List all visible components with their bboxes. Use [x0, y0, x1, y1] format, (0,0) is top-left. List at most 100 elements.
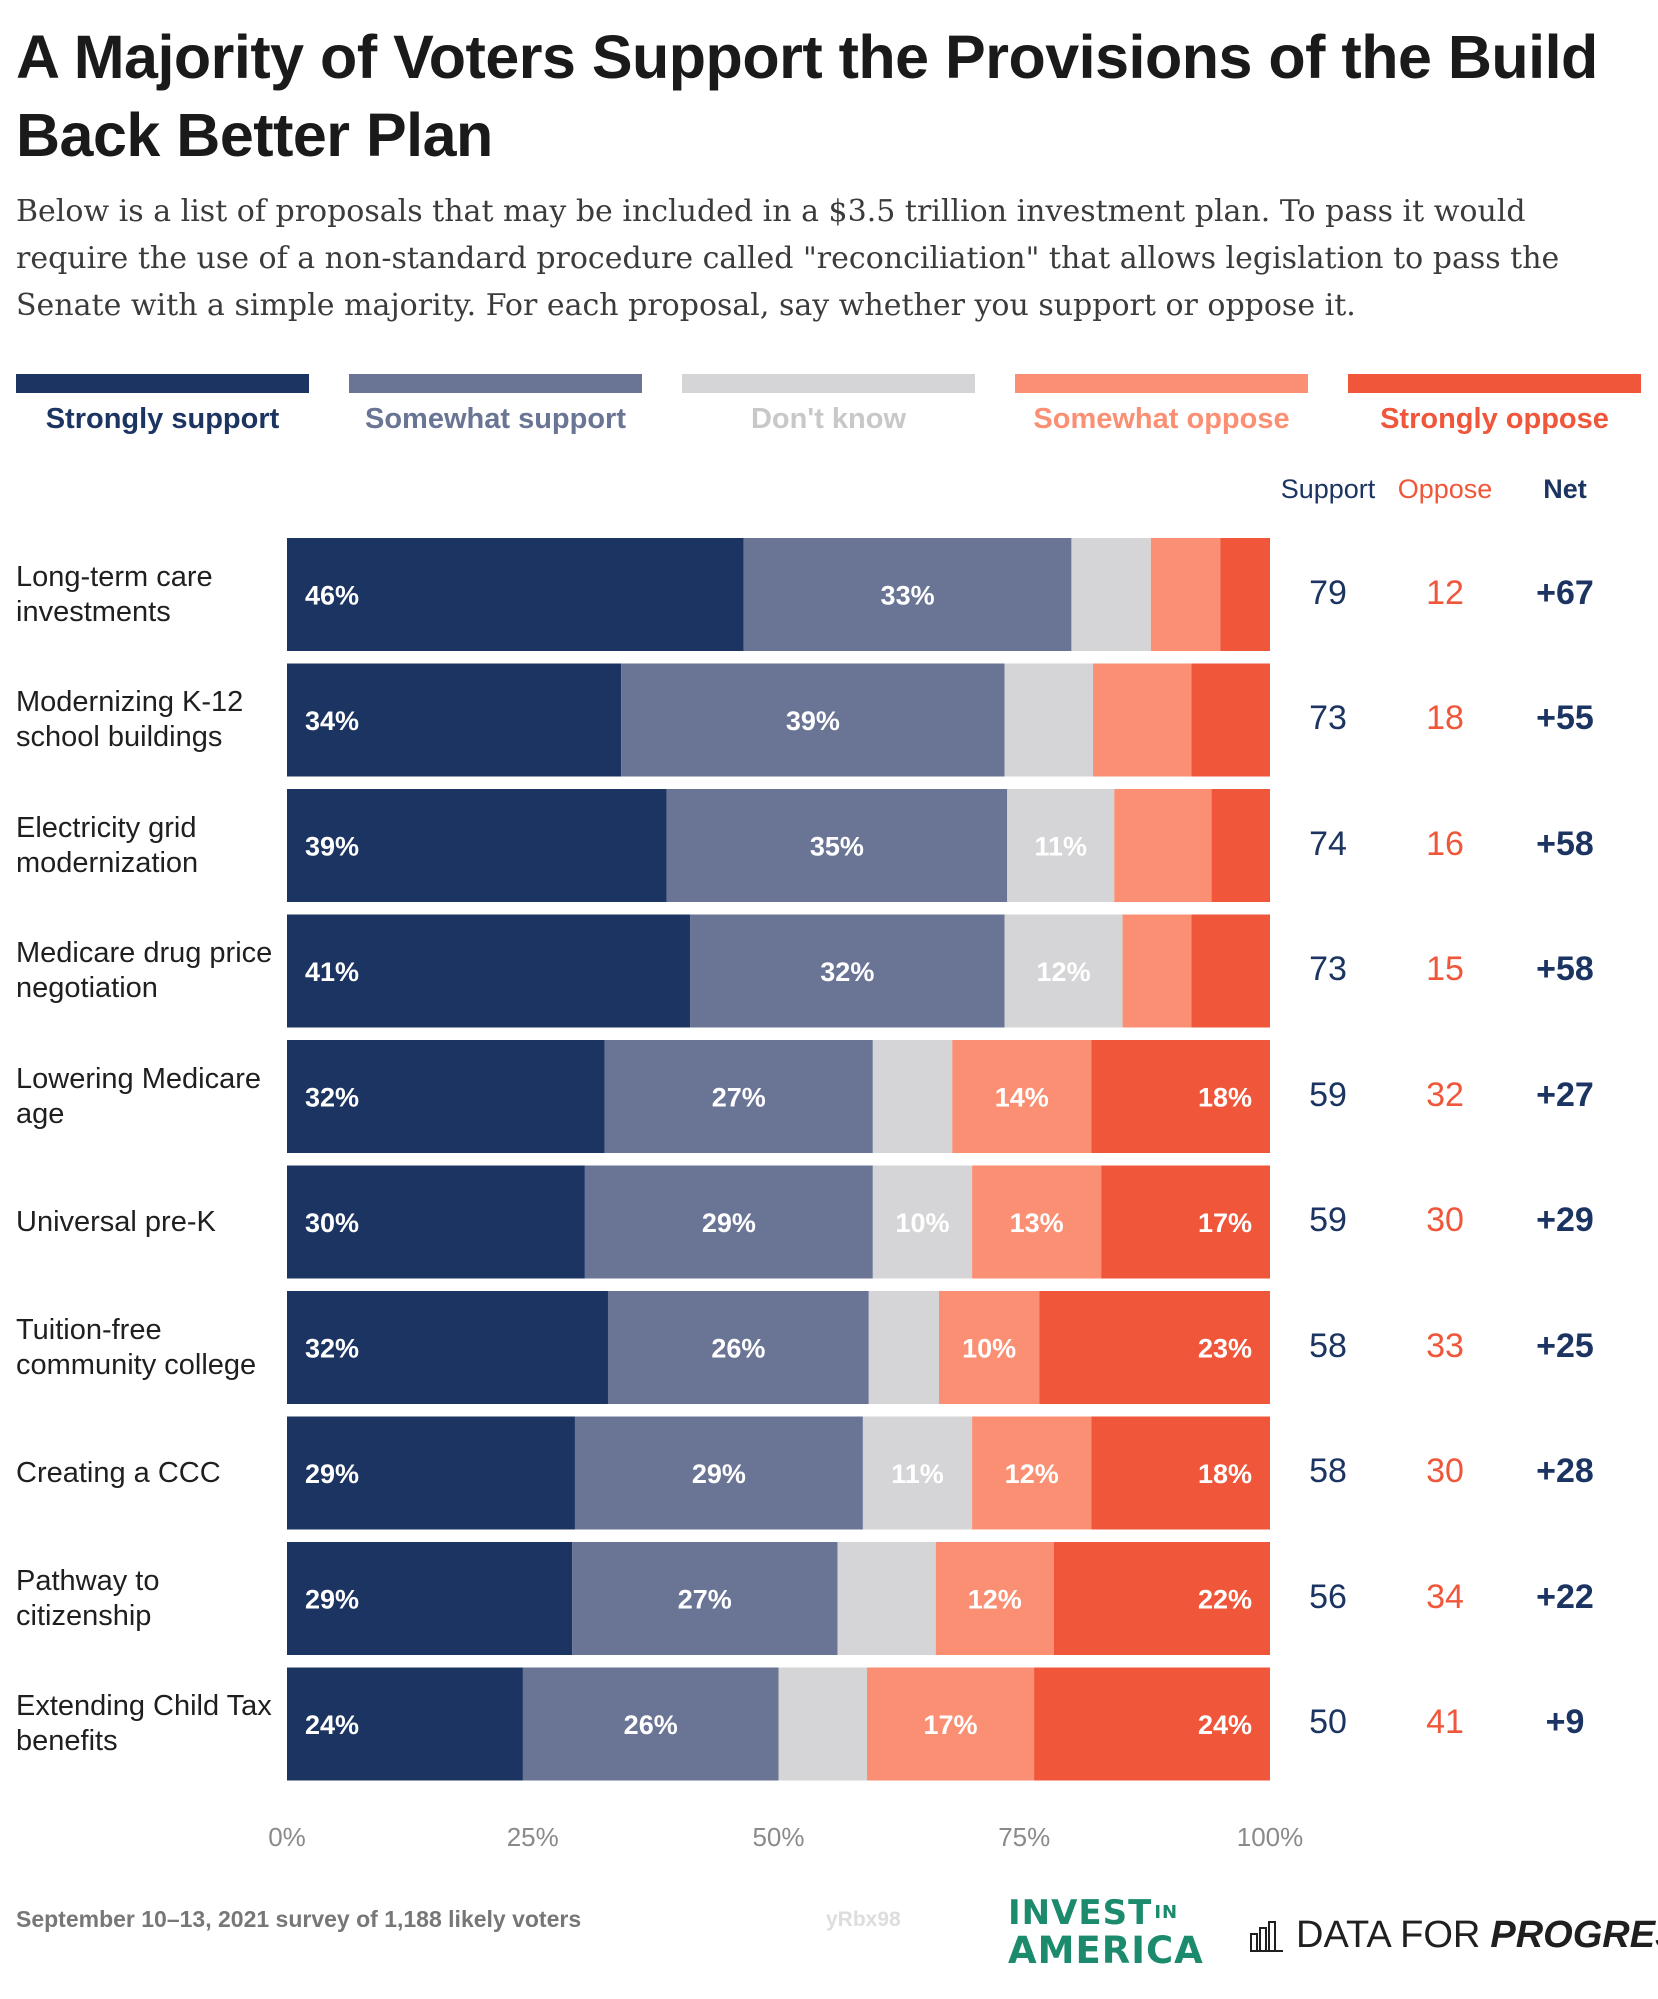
legend-label: Don't know: [750, 403, 907, 435]
row-label: Lowering Medicare age: [16, 1062, 262, 1130]
data-label: 32%: [305, 1334, 359, 1364]
bar-segment: [522, 1667, 779, 1781]
bar-segment: [1053, 1542, 1270, 1655]
data-label: 17%: [1198, 1208, 1252, 1238]
legend-swatch: [349, 374, 642, 393]
bar-segment: [938, 1291, 1040, 1404]
data-label: 10%: [895, 1208, 949, 1238]
data-label: 29%: [305, 1459, 359, 1489]
legend-item: Strongly support: [16, 374, 309, 436]
net-value: +25: [1536, 1326, 1594, 1365]
row-label: Electricity grid modernization: [16, 811, 199, 879]
bar-segment: [837, 1542, 936, 1655]
net-value: +67: [1536, 573, 1594, 612]
oppose-value: 30: [1426, 1201, 1464, 1239]
oppose-value: 30: [1426, 1452, 1464, 1490]
row-label: Pathway to citizenship: [16, 1564, 160, 1632]
bar-segment: [1007, 789, 1115, 902]
legend-item: Strongly oppose: [1348, 374, 1641, 436]
data-for-progress-logo: DATA FORPROGRESS: [1250, 1914, 1658, 1957]
bar-segment: [287, 663, 622, 777]
bar-segment: [935, 1542, 1054, 1655]
data-label: 18%: [1198, 1083, 1252, 1113]
support-value: 73: [1309, 699, 1347, 737]
data-label: 24%: [305, 1710, 359, 1740]
data-label: 12%: [1005, 1459, 1059, 1489]
data-label: 33%: [881, 581, 935, 611]
data-label: 34%: [305, 706, 359, 736]
bar-segment: [1114, 789, 1212, 902]
support-value: 59: [1309, 1201, 1347, 1239]
bar-segment: [862, 1416, 973, 1530]
oppose-value: 16: [1426, 824, 1464, 863]
bar-segment: [607, 1291, 869, 1404]
bar-segment: [872, 1165, 973, 1279]
data-label: 12%: [968, 1585, 1022, 1615]
bar-segment: [1034, 1667, 1270, 1781]
bar-segment: [1004, 914, 1123, 1028]
bar-segment: [287, 1416, 575, 1530]
chart-subtitle: Below is a list of proposals that may be…: [16, 194, 1560, 323]
legend-label: Strongly oppose: [1380, 403, 1609, 435]
support-value: 58: [1309, 1326, 1347, 1365]
data-label: 29%: [702, 1208, 756, 1238]
bar-segment: [1211, 789, 1270, 902]
row-label: Extending Child Tax benefits: [16, 1690, 272, 1757]
data-label: 46%: [305, 581, 359, 611]
data-label: 14%: [995, 1083, 1049, 1113]
bar-segment: [584, 1165, 873, 1279]
bar-segment: [287, 789, 667, 902]
data-label: 27%: [678, 1585, 732, 1615]
legend-item: Somewhat oppose: [1015, 374, 1308, 436]
oppose-value: 41: [1426, 1703, 1464, 1741]
row-label: Medicare drug price negotiation: [16, 937, 273, 1004]
net-value: +55: [1536, 699, 1594, 737]
data-label: 26%: [711, 1334, 765, 1364]
net-value: +28: [1536, 1452, 1594, 1490]
bar-segment: [604, 1040, 873, 1153]
row-label: Tuition-free community college: [16, 1313, 257, 1381]
bar-segment: [287, 1291, 608, 1404]
bar-segment: [574, 1416, 863, 1530]
data-label: 18%: [1198, 1459, 1252, 1489]
data-label: 11%: [1034, 832, 1087, 862]
legend-label: Somewhat oppose: [1033, 403, 1290, 435]
row-label: Modernizing K-12 school buildings: [16, 686, 244, 753]
legend-label: Somewhat support: [364, 403, 626, 435]
row-label: Universal pre-K: [16, 1205, 216, 1238]
bar-segment: [952, 1040, 1092, 1153]
invest-in-america-logo: INVEST IN AMERICA: [1008, 1893, 1204, 1972]
support-column-header: Support: [1280, 474, 1376, 504]
data-label: 12%: [1037, 957, 1091, 987]
data-label: 27%: [712, 1083, 766, 1113]
bar-segment: [1071, 538, 1151, 651]
bar-segment: [1150, 538, 1221, 651]
oppose-value: 32: [1426, 1075, 1464, 1114]
support-value: 50: [1309, 1703, 1347, 1741]
legend-swatch: [682, 374, 975, 393]
net-value: +58: [1536, 950, 1594, 988]
bar-segment: [287, 1667, 523, 1781]
row-label: Long-term care investments: [16, 560, 213, 628]
data-label: 39%: [305, 832, 359, 862]
data-label: 23%: [1198, 1334, 1252, 1364]
data-label: 41%: [305, 957, 359, 987]
bar-segment: [572, 1542, 838, 1655]
bar-chart-icon: [1250, 1920, 1283, 1952]
support-value: 56: [1309, 1577, 1347, 1616]
oppose-column-header: Oppose: [1397, 474, 1493, 504]
data-label: 30%: [305, 1208, 359, 1238]
bar-segment: [287, 538, 744, 651]
bar-segment: [868, 1291, 939, 1404]
bar-segment: [866, 1667, 1035, 1781]
bar-segment: [1039, 1291, 1270, 1404]
bar-segment: [1220, 538, 1270, 651]
bar-segment: [972, 1165, 1102, 1279]
survey-note: September 10–13, 2021 survey of 1,188 li…: [16, 1906, 582, 1932]
bar-segment: [872, 1040, 953, 1153]
data-label: 11%: [891, 1459, 944, 1489]
bar-segment: [287, 1040, 605, 1153]
legend-swatch: [1348, 374, 1641, 393]
support-value: 59: [1309, 1075, 1347, 1114]
